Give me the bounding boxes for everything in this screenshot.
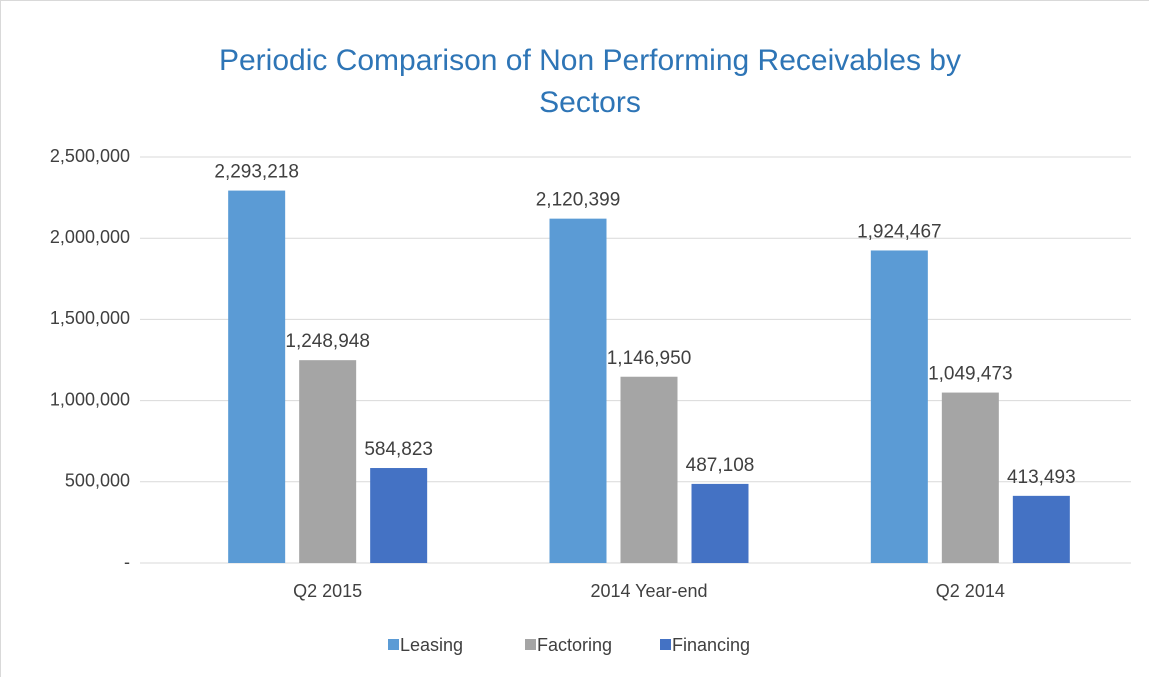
y-tick-label: 1,500,000 [50,308,130,328]
bar [299,360,357,563]
legend-label: Factoring [537,635,612,655]
data-label: 2,293,218 [214,162,299,183]
legend-label: Financing [672,635,750,655]
legend-swatch [660,639,671,650]
bar [691,483,749,563]
bar [370,468,428,563]
bar [870,250,928,563]
legend-swatch [525,639,536,650]
data-label: 1,248,948 [285,331,370,352]
data-label: 584,823 [364,439,433,460]
data-label: 1,049,473 [928,364,1013,385]
data-label: 2,120,399 [536,190,621,211]
x-tick-label: 2014 Year-end [590,581,707,601]
data-label: 487,108 [686,455,755,476]
y-tick-label: 1,000,000 [50,389,130,409]
x-tick-label: Q2 2015 [293,581,362,601]
data-label: 1,146,950 [607,348,692,369]
bar [941,392,999,563]
legend-swatch [388,639,399,650]
data-label: 1,924,467 [857,221,942,242]
bar [620,376,678,563]
bar [549,218,607,563]
legend-label: Leasing [400,635,463,655]
bar [1012,495,1070,563]
y-tick-label: 2,500,000 [50,146,130,166]
y-tick-label: 2,000,000 [50,227,130,247]
x-tick-label: Q2 2014 [936,581,1005,601]
y-tick-label: 500,000 [65,471,130,491]
y-tick-label: - [124,552,130,572]
bar [228,190,286,563]
data-label: 413,493 [1007,467,1076,488]
chart-title: Periodic Comparison of Non Performing Re… [218,44,961,119]
